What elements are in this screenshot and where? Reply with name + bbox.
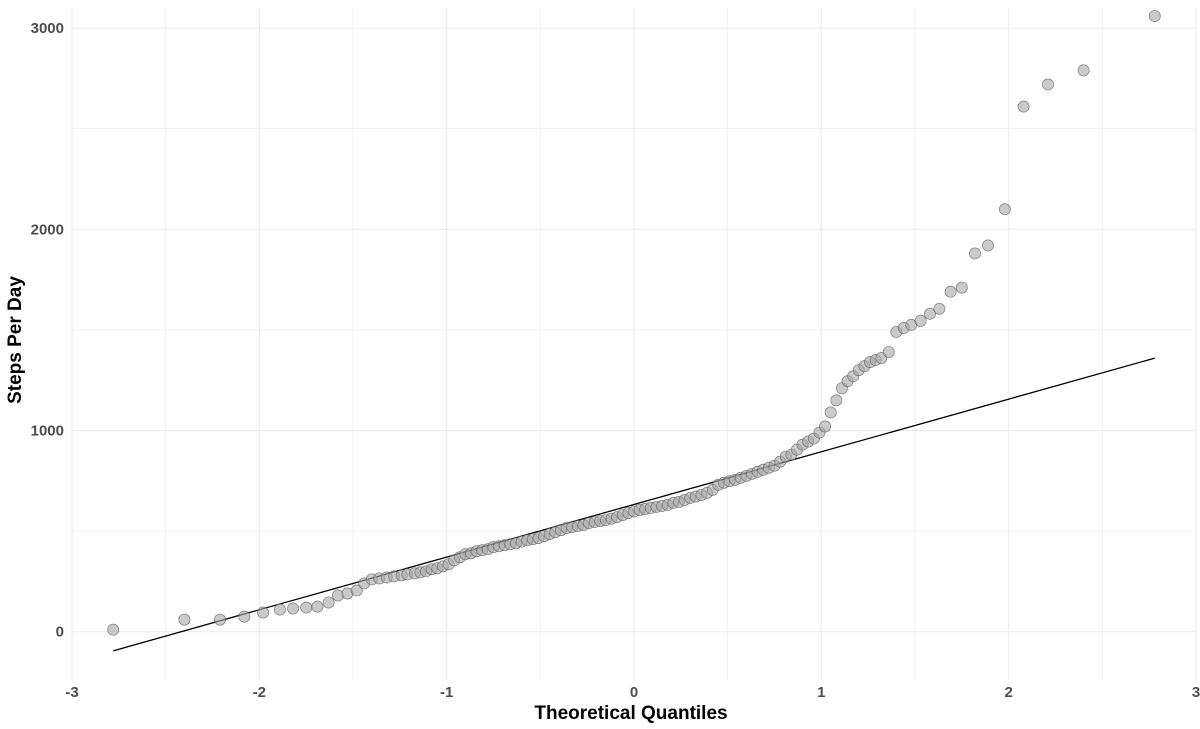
x-tick-label: 3 — [1192, 684, 1200, 701]
data-point — [311, 600, 324, 613]
data-point — [257, 606, 270, 619]
data-point — [955, 281, 968, 294]
data-point — [238, 610, 251, 623]
data-point — [830, 394, 843, 407]
data-point — [1042, 78, 1054, 91]
x-tick-label: 1 — [817, 684, 825, 701]
x-tick-label: -1 — [440, 684, 453, 701]
y-axis-title: Steps Per Day — [5, 276, 26, 404]
tick-label-layer: -3 -2 -1 0 1 2 3 0 1000 2000 3000 — [31, 20, 1200, 701]
data-point — [819, 420, 832, 433]
data-point — [982, 239, 995, 252]
x-tick-label: 2 — [1004, 684, 1012, 701]
x-tick-label: 0 — [630, 684, 638, 701]
data-point — [214, 613, 226, 626]
data-point — [273, 603, 286, 616]
data-point — [914, 314, 927, 327]
grid-layer — [71, 8, 1197, 680]
y-tick-label: 0 — [56, 624, 64, 641]
data-point — [322, 596, 335, 609]
data-point — [968, 247, 981, 260]
data-point — [882, 346, 895, 358]
data-point — [824, 406, 837, 419]
y-tick-label: 3000 — [31, 20, 64, 37]
data-point — [1017, 100, 1030, 113]
data-point — [107, 623, 120, 636]
data-point — [178, 613, 191, 626]
reference-line-layer — [113, 357, 1155, 652]
y-tick-label: 2000 — [31, 221, 64, 238]
data-point — [998, 203, 1011, 216]
y-tick-label: 1000 — [31, 423, 64, 440]
data-point — [287, 602, 300, 615]
data-point — [933, 302, 946, 315]
x-axis-title: Theoretical Quantiles — [534, 703, 727, 724]
points-layer — [107, 10, 1161, 636]
x-tick-label: -2 — [253, 684, 266, 701]
data-point — [350, 584, 363, 597]
data-point — [924, 307, 936, 320]
data-point — [300, 601, 313, 614]
data-point — [944, 285, 957, 298]
qq-reference-line — [113, 357, 1155, 652]
data-point — [1148, 10, 1161, 22]
data-point — [1077, 64, 1090, 77]
x-tick-label: -3 — [65, 684, 78, 701]
